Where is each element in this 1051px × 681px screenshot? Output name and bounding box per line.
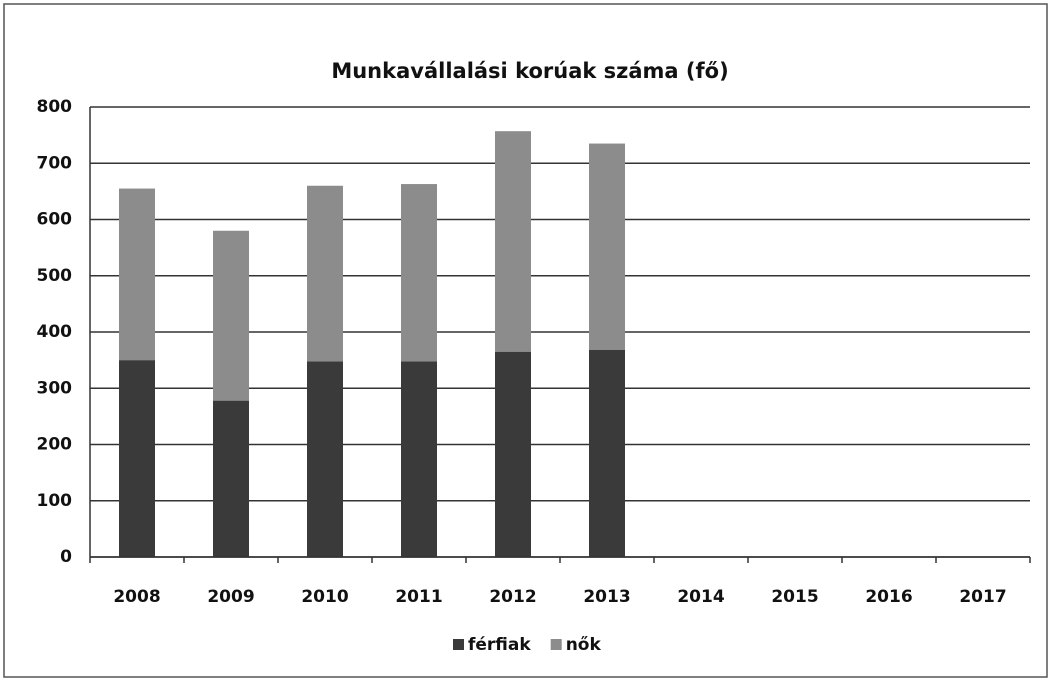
x-tick-label: 2013: [583, 587, 630, 607]
bar-segment: [589, 143, 625, 350]
bar-segment: [307, 185, 343, 362]
chart-title: Munkavállalási korúak száma (fő): [331, 59, 728, 83]
bar-segment: [119, 188, 155, 361]
x-tick-label: 2009: [207, 587, 254, 607]
x-tick-label: 2010: [301, 587, 348, 607]
bar-segment: [589, 350, 625, 557]
bar-segment: [495, 131, 531, 352]
y-tick-label: 800: [37, 97, 73, 117]
legend-swatch: [550, 639, 562, 650]
y-tick-label: 600: [37, 210, 73, 230]
bar-segment: [119, 360, 155, 557]
x-tick-label: 2012: [489, 587, 536, 607]
x-tick-label: 2011: [395, 587, 442, 607]
bar-segment: [495, 351, 531, 557]
y-tick-label: 200: [37, 435, 73, 455]
y-tick-label: 100: [37, 491, 73, 511]
y-tick-label: 400: [37, 322, 73, 342]
bar-segment: [401, 184, 437, 362]
y-tick-label: 700: [37, 153, 73, 173]
x-tick-label: 2016: [865, 587, 912, 607]
legend-label: férfiak: [468, 635, 531, 655]
legend-swatch: [453, 639, 464, 650]
y-tick-label: 0: [60, 547, 72, 567]
x-tick-label: 2008: [113, 587, 160, 607]
x-tick-label: 2015: [771, 587, 818, 607]
y-tick-label: 500: [37, 266, 73, 286]
x-tick-label: 2017: [959, 587, 1006, 607]
legend-label: nők: [566, 635, 602, 655]
bar-segment: [401, 361, 437, 557]
x-tick-label: 2014: [677, 587, 724, 607]
y-tick-label: 300: [37, 378, 73, 398]
bar-segment: [307, 361, 343, 557]
bar-segment: [213, 400, 249, 557]
bar-segment: [213, 230, 249, 401]
